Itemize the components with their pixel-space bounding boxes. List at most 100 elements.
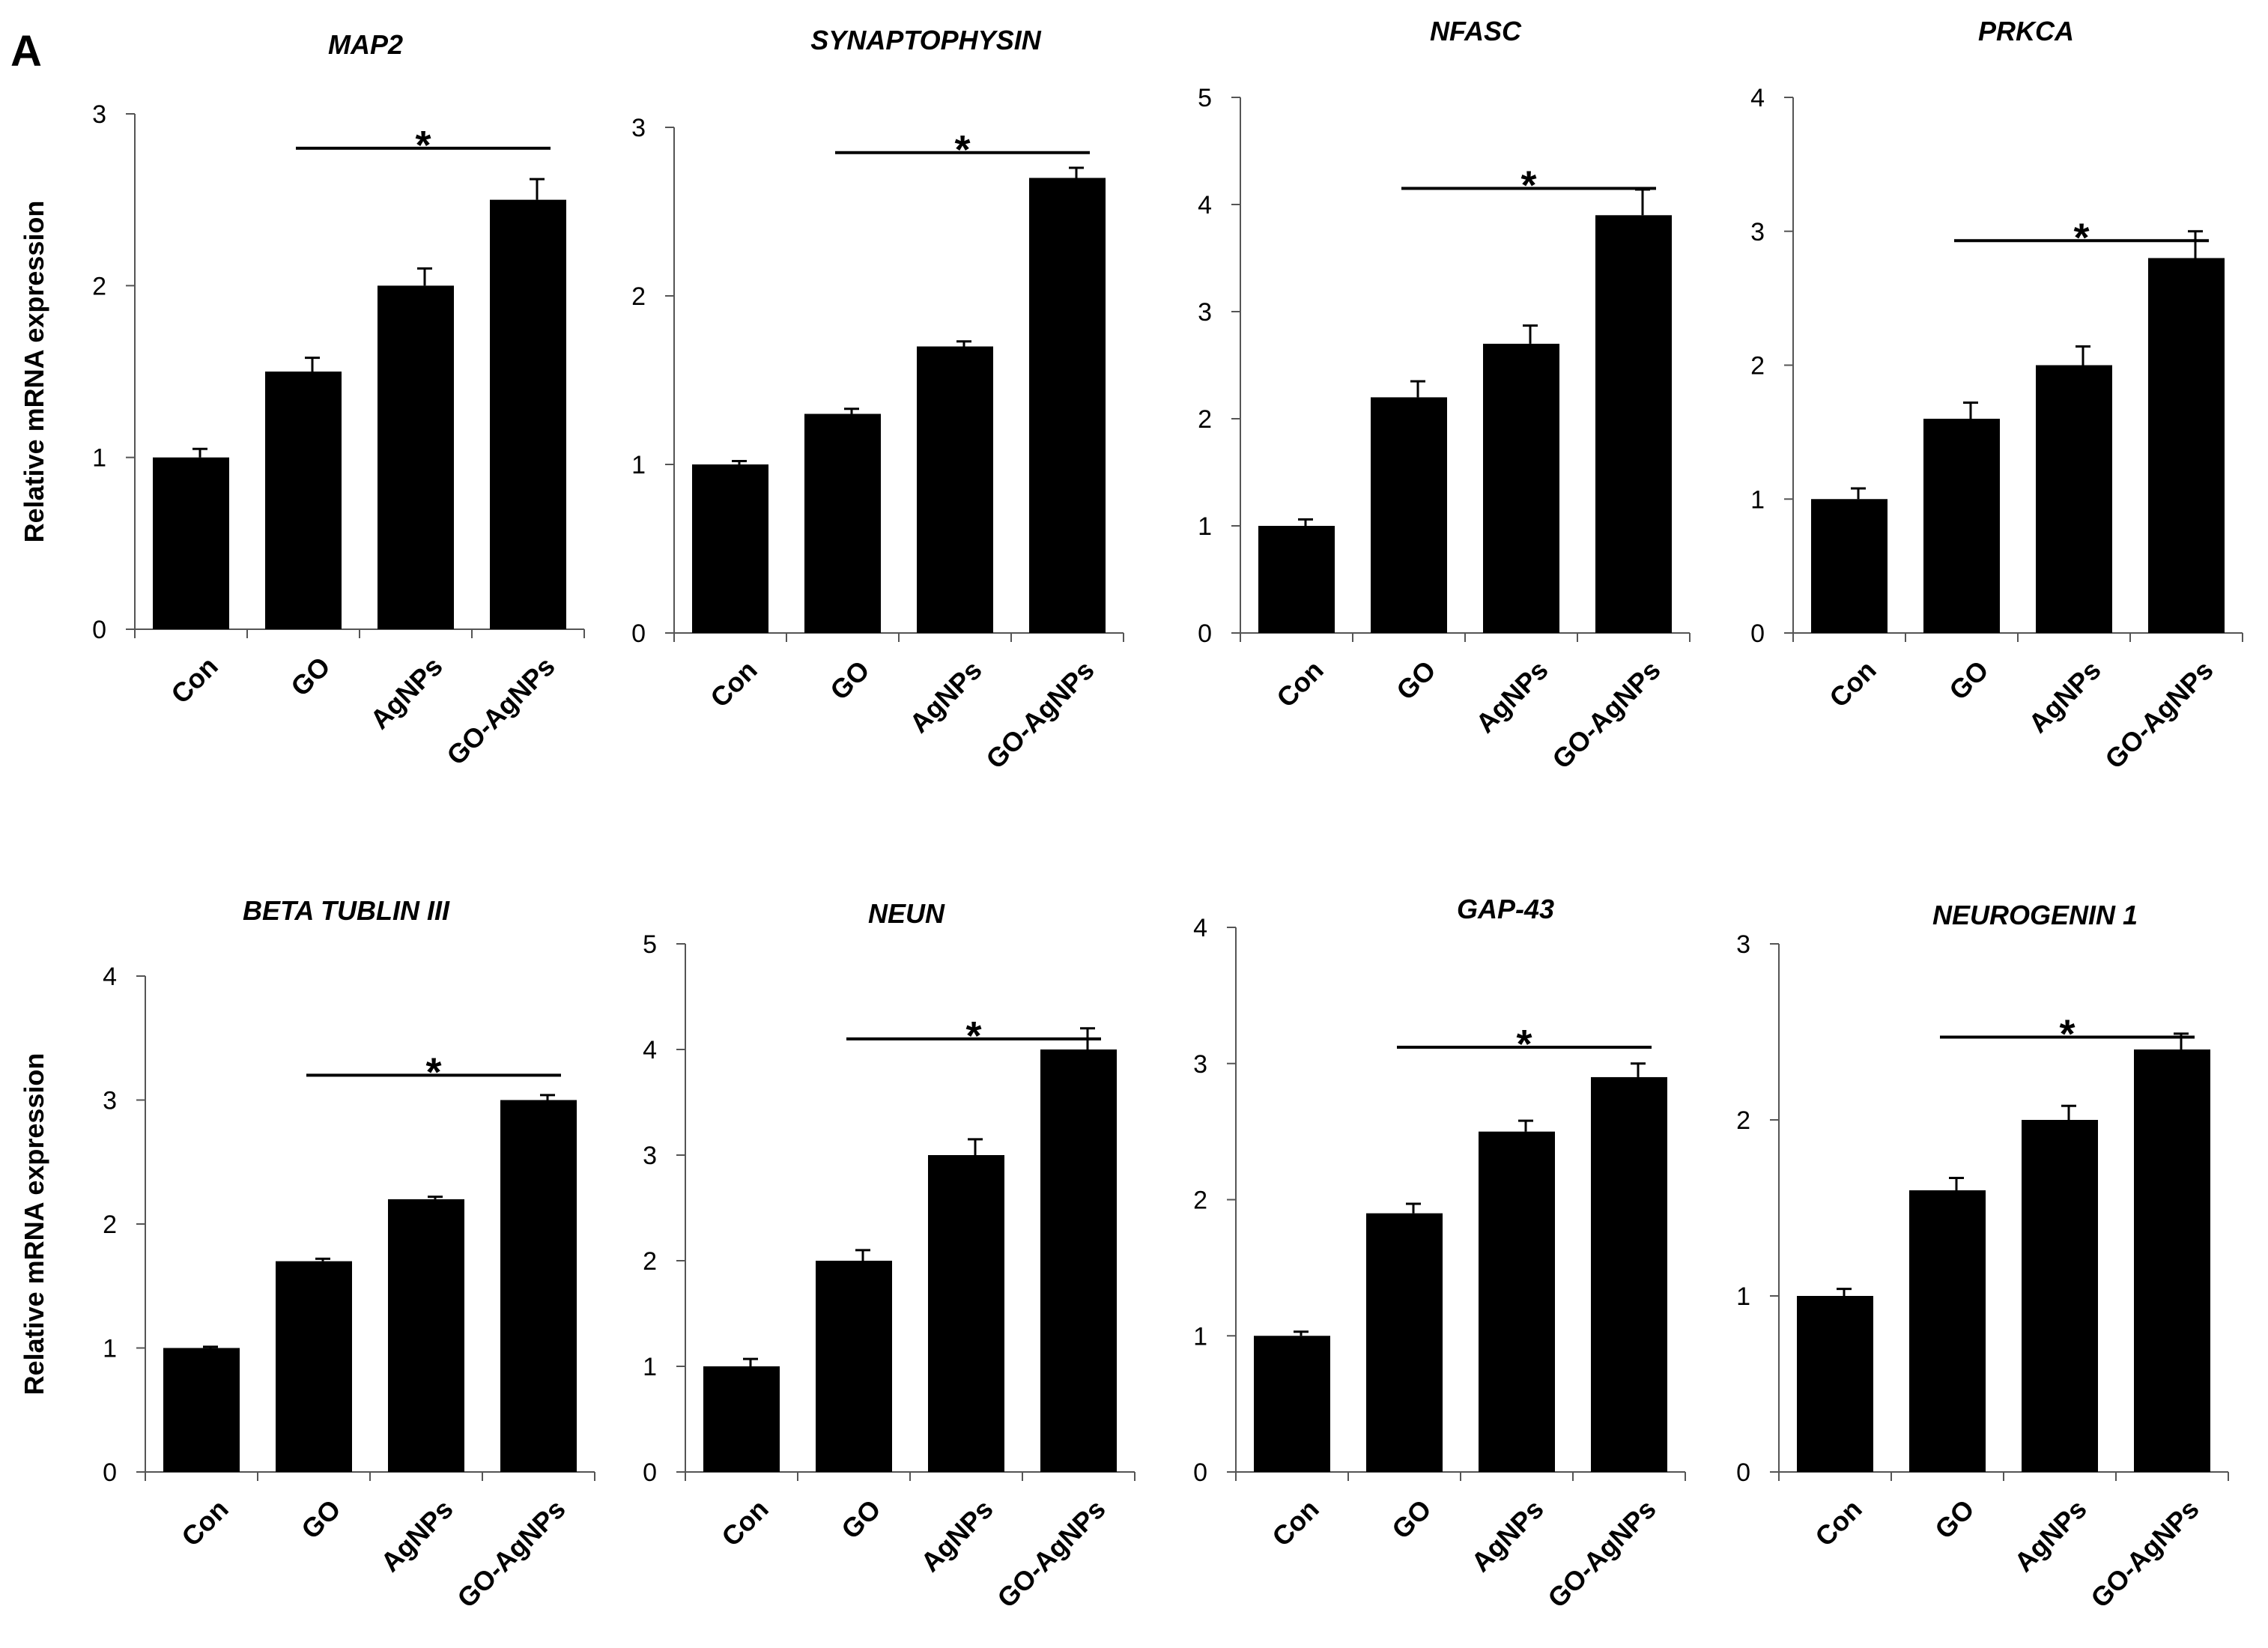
y-tick-label: 3	[631, 114, 646, 142]
category-label-go-agnps: GO-AgNPs	[991, 1494, 1112, 1614]
bar-agnps	[1479, 1131, 1555, 1472]
chart-title: NEUN	[868, 898, 945, 929]
y-tick-label: 3	[92, 100, 106, 129]
chart-title: NEUROGENIN 1	[1932, 900, 2138, 930]
bar-go	[1371, 397, 1447, 633]
bar-agnps	[378, 285, 454, 629]
y-tick-label: 4	[643, 1036, 657, 1064]
bar-con	[703, 1366, 780, 1472]
y-axis-label: Relative mRNA expression	[19, 1053, 49, 1396]
y-tick-label: 0	[1750, 619, 1765, 648]
y-tick-label: 0	[631, 619, 646, 648]
category-label-agnps: AgNPs	[2022, 655, 2106, 739]
bar-con	[1254, 1336, 1330, 1472]
bar-agnps	[2022, 1120, 2098, 1472]
y-tick-label: 5	[1198, 84, 1212, 112]
bar-agnps	[1483, 343, 1559, 633]
y-tick-label: 2	[643, 1247, 657, 1276]
category-label-agnps: AgNPs	[903, 655, 987, 739]
y-tick-label: 1	[1750, 485, 1765, 514]
category-label-go: GO	[1943, 655, 1995, 706]
y-tick-label: 0	[643, 1458, 657, 1487]
chart-title: PRKCA	[1978, 16, 2074, 46]
category-label-con: Con	[165, 651, 223, 709]
y-tick-label: 3	[103, 1087, 117, 1115]
bar-go	[804, 413, 881, 633]
bar-go	[1923, 419, 2000, 633]
panel-letter: A	[10, 27, 42, 76]
category-label-con: Con	[1809, 1494, 1867, 1552]
y-tick-label: 4	[103, 963, 117, 991]
y-tick-label: 0	[1736, 1458, 1750, 1487]
category-label-go: GO	[1386, 1494, 1437, 1545]
category-label-agnps: AgNPs	[1470, 655, 1553, 739]
y-tick-label: 1	[643, 1353, 657, 1381]
bar-go-agnps	[1591, 1076, 1667, 1472]
y-tick-label: 2	[1198, 405, 1212, 434]
bar-go	[265, 372, 342, 629]
y-tick-label: 1	[1198, 512, 1212, 541]
y-tick-label: 0	[1193, 1458, 1207, 1487]
y-tick-label: 2	[1736, 1106, 1750, 1135]
chart-title: MAP2	[328, 29, 403, 60]
bar-go-agnps	[2148, 258, 2225, 633]
category-label-con: Con	[715, 1494, 774, 1552]
y-tick-label: 3	[1198, 298, 1212, 327]
category-label-agnps: AgNPs	[364, 651, 448, 735]
category-label-agnps: AgNPs	[2008, 1494, 2092, 1578]
category-label-con: Con	[1266, 1494, 1324, 1552]
bar-go-agnps	[500, 1100, 577, 1472]
category-label-con: Con	[1823, 655, 1882, 713]
bar-go	[1366, 1213, 1443, 1472]
y-tick-label: 4	[1750, 84, 1765, 112]
y-tick-label: 2	[103, 1211, 117, 1239]
category-label-go: GO	[1390, 655, 1442, 706]
bar-con	[163, 1348, 240, 1472]
bar-con	[1258, 526, 1335, 633]
significance-star: *	[2073, 215, 2089, 260]
y-tick-label: 4	[1193, 914, 1207, 942]
bar-go-agnps	[1029, 178, 1106, 633]
chart-title: NFASC	[1430, 16, 1522, 46]
category-label-agnps: AgNPs	[915, 1494, 998, 1578]
chart-title: GAP-43	[1457, 894, 1554, 924]
significance-star: *	[1520, 163, 1536, 208]
significance-star: *	[415, 123, 431, 168]
y-tick-label: 3	[1193, 1050, 1207, 1079]
y-axis-label: Relative mRNA expression	[19, 201, 49, 543]
y-tick-label: 1	[1736, 1282, 1750, 1311]
significance-star: *	[2059, 1012, 2075, 1057]
chart-title: SYNAPTOPHYSIN	[810, 25, 1041, 55]
category-label-go: GO	[1929, 1494, 1980, 1545]
bar-agnps	[928, 1155, 1004, 1472]
y-tick-label: 2	[1750, 352, 1765, 381]
y-tick-label: 3	[643, 1142, 657, 1170]
significance-star: *	[965, 1014, 981, 1058]
y-tick-label: 2	[631, 282, 646, 311]
chart-title: BETA TUBLIN III	[243, 895, 450, 926]
bar-go-agnps	[2134, 1049, 2210, 1472]
y-tick-label: 1	[92, 444, 106, 473]
significance-star: *	[1516, 1022, 1532, 1067]
y-tick-label: 0	[92, 616, 106, 644]
bar-go	[276, 1261, 352, 1472]
y-tick-label: 2	[1193, 1187, 1207, 1215]
y-tick-label: 1	[631, 451, 646, 479]
bar-go	[1909, 1190, 1986, 1472]
category-label-agnps: AgNPs	[375, 1494, 458, 1578]
category-label-con: Con	[1270, 655, 1329, 713]
y-tick-label: 3	[1750, 218, 1765, 246]
category-label-go: GO	[285, 651, 336, 703]
bar-agnps	[388, 1199, 464, 1472]
category-label-go-agnps: GO-AgNPs	[980, 655, 1100, 775]
y-tick-label: 1	[103, 1335, 117, 1363]
y-tick-label: 4	[1198, 191, 1212, 219]
bar-con	[1797, 1296, 1873, 1472]
category-label-go-agnps: GO-AgNPs	[1541, 1494, 1662, 1614]
